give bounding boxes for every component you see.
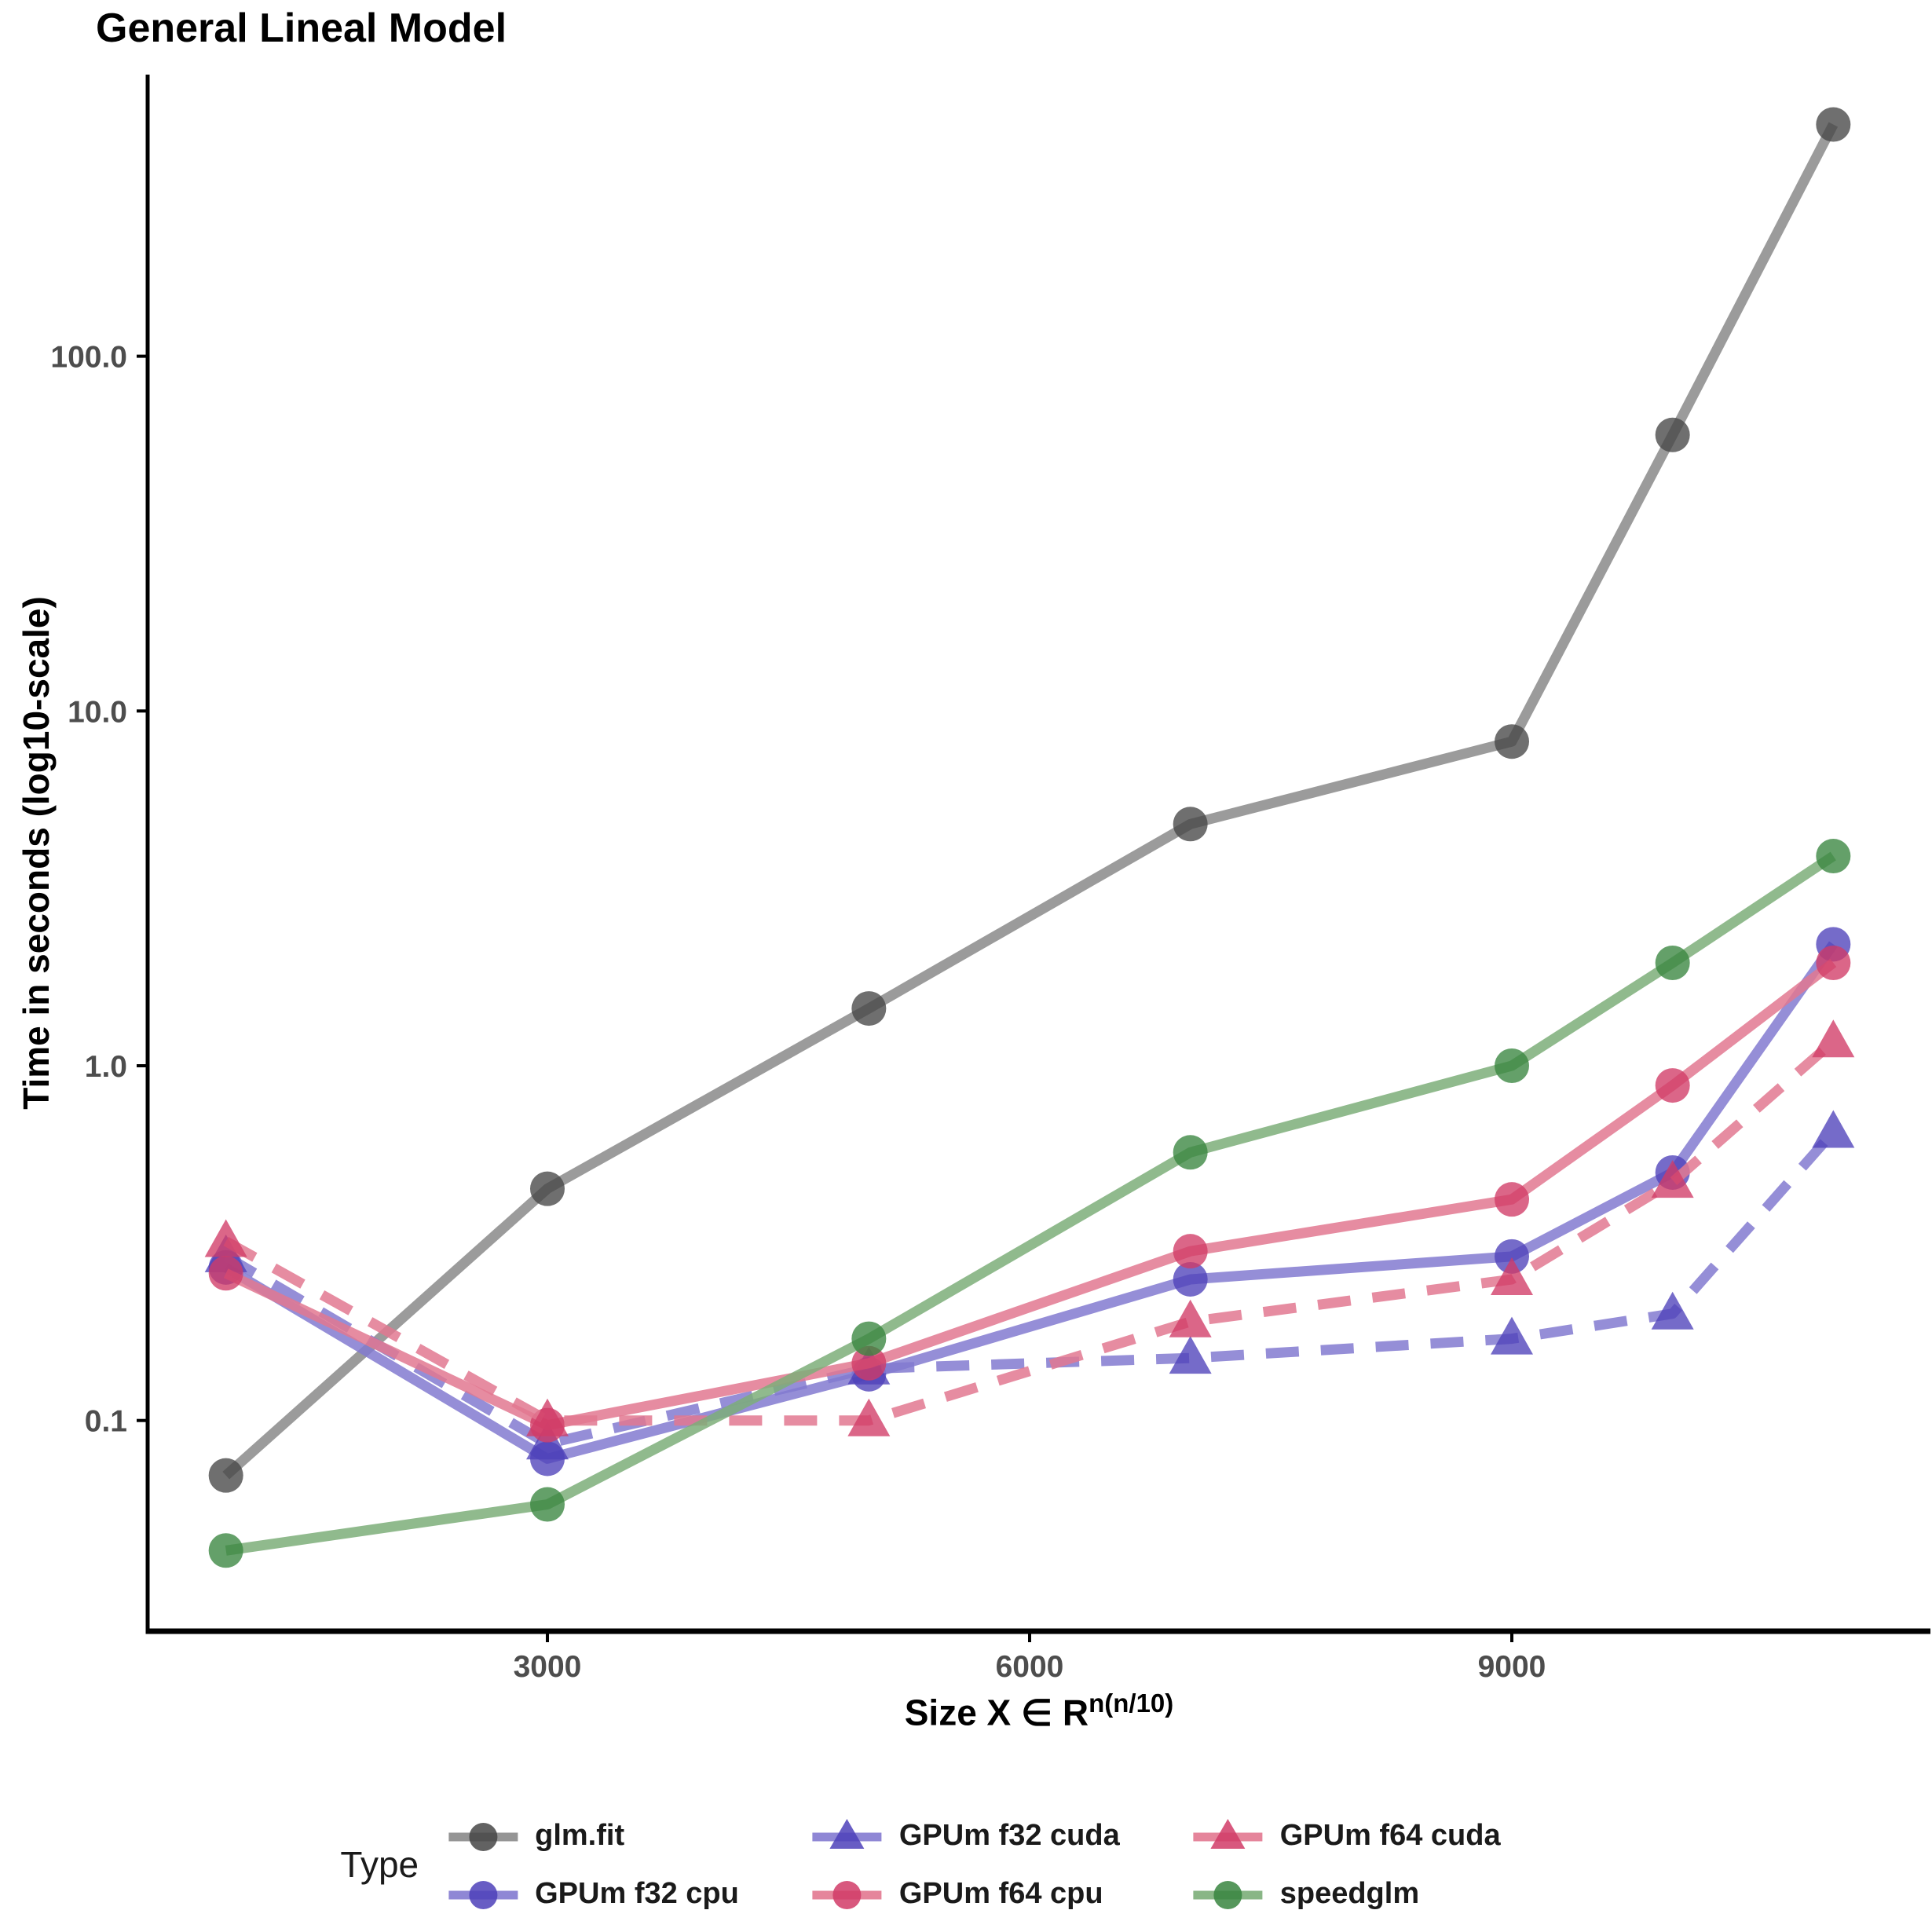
series-gpum-f64-cuda-line	[223, 1037, 1837, 1426]
series-gpum-f64-cpu-point	[1655, 1068, 1690, 1103]
legend-key-circle-icon	[448, 1881, 518, 1909]
chart-title: General Lineal Model	[96, 5, 507, 51]
legend-item-gpum-f32-cuda: GPUm f32 cuda	[810, 1812, 1120, 1859]
series-glm-fit-point	[1173, 807, 1208, 842]
series-gpum-f32-cuda-point	[1651, 1291, 1694, 1330]
legend-title: Type	[340, 1844, 419, 1885]
series-glm-fit-point	[1816, 107, 1851, 142]
legend-key-marker	[829, 1819, 865, 1849]
y-tick-label: 100.0	[50, 341, 127, 375]
series-glm-fit-point	[530, 1171, 565, 1206]
series-speedglm-line	[225, 851, 1836, 1556]
x-axis-title: Size X ∈ Rn(n/10)	[905, 1689, 1174, 1733]
series-gpum-f64-cpu-point	[1816, 945, 1851, 980]
series-gpum-f64-cpu-point	[208, 1256, 243, 1291]
legend-items: glm.fit GPUm f32 cpu GPUm f32 cuda GPUm f64…	[445, 1806, 1501, 1923]
series-speedglm-point	[1655, 945, 1690, 980]
legend-label-gpum-f32-cpu: GPUm f32 cpu	[535, 1876, 739, 1910]
series-gpum-f64-cuda-point	[1651, 1160, 1694, 1198]
series-gpum-f64-cpu	[208, 945, 1851, 1443]
series-gpum-f32-cuda-line	[223, 1129, 1838, 1449]
series-gpum-f32-cpu-point	[1173, 1261, 1208, 1297]
series-gpum-f32-cuda-point	[1491, 1316, 1534, 1355]
series-speedglm-point	[851, 1321, 887, 1356]
series-speedglm-point	[208, 1533, 243, 1568]
series-gpum-f64-cpu-line	[223, 958, 1837, 1431]
legend-item-speedglm: speedglm	[1191, 1870, 1501, 1917]
legend-label-glm-fit: glm.fit	[535, 1818, 625, 1852]
legend-label-gpum-f64-cpu: GPUm f64 cpu	[898, 1876, 1103, 1910]
legend-key-marker	[1213, 1881, 1242, 1909]
series-glm-fit	[208, 107, 1851, 1493]
y-axis-title: Time in seconds (log10-scale)	[16, 596, 57, 1110]
series-speedglm-point	[530, 1487, 565, 1522]
y-tick-label: 10.0	[68, 695, 127, 729]
legend-key-marker	[1210, 1819, 1246, 1849]
series-glm-fit-point	[208, 1458, 243, 1493]
series-gpum-f64-cuda-point	[1169, 1299, 1212, 1337]
series-gpum-f64-cpu-point	[851, 1345, 887, 1381]
legend-label-gpum-f32-cuda: GPUm f32 cuda	[898, 1818, 1120, 1852]
legend-item-gpum-f32-cpu: GPUm f32 cpu	[445, 1870, 739, 1917]
series-gpum-f64-cuda-point	[847, 1398, 891, 1436]
series-gpum-f32-cuda-point	[1812, 1110, 1855, 1148]
x-axis-title-superscript: n(n/10)	[1089, 1689, 1174, 1718]
x-tick-label: 6000	[996, 1650, 1064, 1684]
legend-item-gpum-f64-cpu: GPUm f64 cpu	[810, 1870, 1120, 1917]
x-tick-label: 3000	[514, 1650, 582, 1684]
x-axis-title-text: Size X ∈ R	[904, 1692, 1089, 1733]
legend-item-glm-fit: glm.fit	[445, 1812, 739, 1859]
legend-label-gpum-f64-cuda: GPUm f64 cuda	[1279, 1818, 1501, 1852]
legend-key-circle-icon	[812, 1881, 882, 1909]
series-gpum-f32-cpu-point	[1495, 1239, 1530, 1274]
series-speedglm	[208, 839, 1851, 1568]
series-glm-fit-point	[851, 991, 887, 1026]
series-gpum-f64-cpu-point	[1173, 1234, 1208, 1269]
series-gpum-f32-cuda-point	[1169, 1336, 1212, 1374]
series-glm-fit-point	[1655, 417, 1690, 452]
series-speedglm-point	[1173, 1135, 1208, 1170]
series-gpum-f64-cuda-point	[526, 1398, 569, 1436]
series-gpum-f64-cuda-point	[1812, 1019, 1855, 1058]
legend-label-speedglm: speedglm	[1279, 1876, 1420, 1910]
legend-key-marker	[469, 1823, 498, 1851]
legend: Type glm.fit GPUm f32 cpu GPUm f32 cuda GPU…	[340, 1806, 1500, 1923]
legend-key-circle-icon	[1193, 1881, 1263, 1909]
series-gpum-f64-cpu-point	[1495, 1182, 1530, 1217]
legend-item-gpum-f64-cuda: GPUm f64 cuda	[1191, 1812, 1501, 1859]
legend-key-circle-icon	[448, 1823, 518, 1851]
y-tick-label: 1.0	[85, 1050, 127, 1084]
series-gpum-f64-cuda-point	[204, 1219, 247, 1257]
legend-key-marker	[469, 1881, 498, 1909]
series-speedglm-point	[1495, 1048, 1530, 1083]
legend-key-triangle-icon	[1193, 1819, 1263, 1849]
series-gpum-f32-cpu-line	[223, 941, 1838, 1464]
series-gpum-f64-cuda-point	[1491, 1257, 1534, 1295]
legend-key-triangle-icon	[812, 1819, 882, 1849]
series-glm-fit-point	[1495, 724, 1530, 759]
series-glm-fit-line	[222, 122, 1839, 1480]
series-gpum-f64-cuda	[204, 1019, 1855, 1436]
legend-key-marker	[832, 1881, 862, 1909]
y-tick-label: 0.1	[85, 1405, 127, 1439]
series-speedglm-point	[1816, 839, 1851, 874]
x-tick-label: 9000	[1478, 1650, 1546, 1684]
